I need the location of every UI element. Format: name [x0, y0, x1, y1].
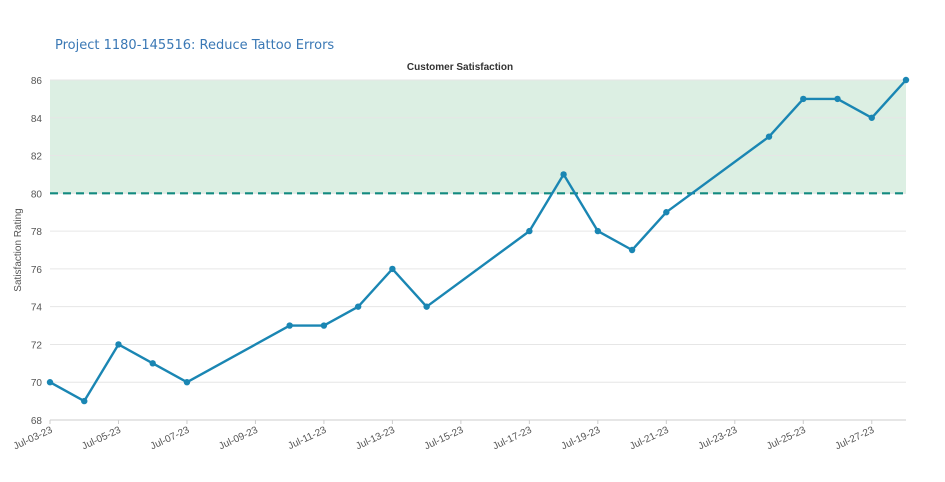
y-tick-label: 70 [31, 378, 43, 389]
x-tick-label: Jul-03-23 [12, 425, 55, 453]
y-tick-label: 78 [31, 227, 43, 238]
data-point [81, 397, 88, 405]
x-tick-label: Jul-23-23 [697, 425, 740, 453]
y-axis-label: Satisfaction Rating [13, 208, 24, 291]
project-title: Project 1180-145516: Reduce Tattoo Error… [55, 38, 335, 53]
data-point [663, 209, 670, 216]
y-tick-label: 74 [31, 303, 43, 314]
data-point [902, 76, 910, 84]
data-point [526, 227, 533, 235]
x-tick-label: Jul-05-23 [80, 425, 123, 453]
data-point [594, 227, 602, 235]
data-point [560, 171, 567, 178]
data-point [46, 379, 54, 386]
data-point [389, 265, 396, 273]
data-point [628, 246, 636, 254]
data-point [354, 303, 362, 310]
target-band [50, 80, 906, 194]
y-tick-label: 72 [31, 340, 43, 351]
data-point [149, 360, 156, 367]
data-point [183, 379, 191, 386]
x-tick-label: Jul-27-23 [834, 425, 877, 453]
x-tick-label: Jul-15-23 [423, 425, 466, 453]
data-point [834, 95, 841, 103]
x-tick-label: Jul-09-23 [217, 425, 260, 453]
series-line [49, 79, 907, 403]
x-tick-label: Jul-13-23 [354, 425, 397, 453]
data-point [423, 303, 430, 310]
x-tick-label: Jul-25-23 [765, 425, 808, 453]
y-tick-label: 82 [31, 152, 43, 163]
y-tick-label: 84 [31, 114, 43, 125]
data-point [800, 95, 807, 103]
y-tick-label: 80 [31, 189, 43, 200]
data-point [286, 322, 293, 329]
data-point [765, 133, 773, 140]
y-tick-label: 86 [31, 76, 43, 87]
x-tick-label: Jul-21-23 [628, 425, 671, 453]
y-tick-label: 68 [31, 416, 43, 427]
data-point [115, 341, 122, 348]
x-tick-label: Jul-19-23 [560, 425, 603, 453]
x-tick-label: Jul-17-23 [491, 425, 534, 453]
x-tick-label: Jul-11-23 [286, 425, 328, 452]
chart-title: Customer Satisfaction [407, 62, 513, 73]
x-tick-label: Jul-07-23 [149, 425, 192, 453]
y-tick-label: 76 [31, 265, 43, 276]
data-point [320, 322, 328, 329]
data-point [868, 114, 875, 121]
